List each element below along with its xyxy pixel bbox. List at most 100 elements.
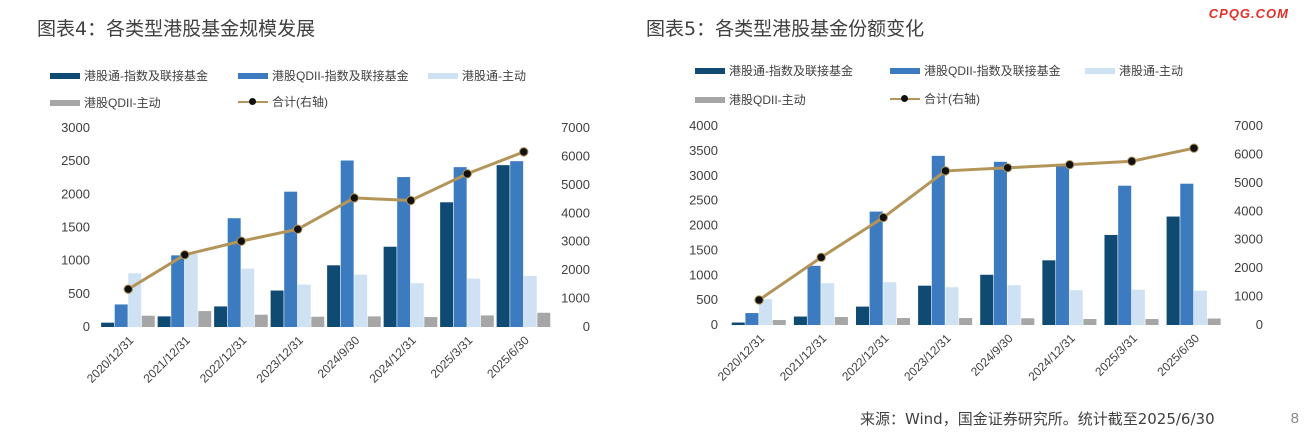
legend-swatch xyxy=(50,72,80,79)
legend-swatch xyxy=(238,72,268,79)
total-point xyxy=(462,169,472,179)
bar xyxy=(945,287,959,325)
total-point xyxy=(878,212,889,223)
y-tick-label: 1500 xyxy=(61,220,90,235)
chart4-plot: 0 500 1000 1500 2000 2500 3000 0 1000 2000 3000 400… xyxy=(61,120,590,386)
x-tick-label: 2023/12/31 xyxy=(254,333,307,386)
y2-tick-label: 4000 xyxy=(1234,203,1263,218)
y-tick-label: 2500 xyxy=(61,153,90,168)
bar xyxy=(1021,318,1035,325)
bar xyxy=(896,318,911,325)
x-tick-label: 2024/12/31 xyxy=(1025,331,1078,384)
bar xyxy=(141,315,155,327)
legend-line-swatch xyxy=(238,97,268,107)
chart5-legend: 港股通-指数及联接基金 港股QDII-指数及联接基金 港股通-主动 港股QDII… xyxy=(695,62,1255,107)
chart5-legend-item-active: 港股通-主动 xyxy=(1085,62,1183,79)
y-tick-label: 3000 xyxy=(61,120,90,135)
y2-tick-label: 5000 xyxy=(561,177,590,192)
legend-swatch xyxy=(1085,67,1115,74)
y2-tick-label: 0 xyxy=(1256,317,1263,332)
bar xyxy=(745,313,759,325)
total-point xyxy=(816,252,826,263)
bar xyxy=(297,284,311,327)
total-point xyxy=(754,295,764,305)
bar xyxy=(397,177,411,327)
total-point xyxy=(940,166,951,176)
y-tick-label: 500 xyxy=(696,292,718,307)
legend-label: 港股通-指数及联接基金 xyxy=(729,64,853,78)
x-tick-label: 2025/6/30 xyxy=(484,333,532,381)
y2-tick-label: 7000 xyxy=(1234,118,1263,133)
y-tick-label: 4000 xyxy=(689,118,718,133)
bar xyxy=(327,265,341,327)
y-tick-label: 1000 xyxy=(689,267,718,282)
bar xyxy=(254,314,268,327)
y-tick-label: 2000 xyxy=(689,218,718,233)
legend-label: 港股QDII-主动 xyxy=(729,93,806,107)
bar xyxy=(311,316,325,327)
bar xyxy=(171,255,185,327)
total-line xyxy=(127,150,525,291)
bar xyxy=(241,268,255,327)
bar xyxy=(1007,285,1021,325)
x-tick-label: 2021/12/31 xyxy=(777,331,830,384)
total-point xyxy=(1189,143,1199,153)
y-tick-label: 0 xyxy=(83,319,90,334)
x-tick-label: 2020/12/31 xyxy=(84,333,137,386)
bar xyxy=(496,165,510,327)
legend-label: 港股QDII-主动 xyxy=(84,96,161,110)
x-tick-label: 2022/12/31 xyxy=(197,333,250,386)
bar xyxy=(424,317,438,327)
bar xyxy=(383,246,397,327)
total-point xyxy=(1127,156,1137,166)
bar xyxy=(227,218,241,327)
bar xyxy=(214,306,228,327)
bar xyxy=(1166,216,1180,325)
y2-tick-label: 2000 xyxy=(561,262,590,277)
x-tick-label: 2024/9/30 xyxy=(315,333,363,381)
y-tick-label: 3000 xyxy=(689,168,718,183)
chart4-legend-item-qdii-active: 港股QDII-主动 xyxy=(50,94,161,111)
bar xyxy=(980,274,994,325)
legend-label: 合计(右轴) xyxy=(272,95,328,109)
bar xyxy=(834,317,848,325)
x-tick-label: 2020/12/31 xyxy=(715,331,768,384)
chart4-legend: 港股通-指数及联接基金 港股QDII-指数及联接基金 港股通-主动 港股QDII… xyxy=(50,67,610,110)
y2-tick-label: 6000 xyxy=(561,148,590,163)
legend-label: 合计(右轴) xyxy=(924,92,980,106)
bar xyxy=(114,304,128,327)
bar xyxy=(537,312,551,327)
bar xyxy=(918,285,932,325)
y2-tick-label: 1000 xyxy=(561,291,590,306)
bar xyxy=(184,254,198,327)
chart4-legend-item-index-linked: 港股通-指数及联接基金 xyxy=(50,67,208,84)
total-point xyxy=(236,236,246,246)
total-point xyxy=(1064,159,1075,170)
bar xyxy=(1069,290,1083,325)
bar xyxy=(467,278,481,327)
legend-swatch xyxy=(50,99,80,106)
bar xyxy=(101,322,115,327)
legend-swatch xyxy=(695,67,725,74)
bar xyxy=(157,316,171,327)
chart5-title: 图表5：各类型港股基金份额变化 xyxy=(646,18,925,40)
chart4-legend-item-qdii-index: 港股QDII-指数及联接基金 xyxy=(238,67,409,84)
x-tick-label: 2024/9/30 xyxy=(968,331,1016,379)
bar xyxy=(731,322,745,325)
bar xyxy=(869,211,883,325)
bar xyxy=(453,167,467,327)
total-point xyxy=(180,250,190,260)
y2-tick-label: 2000 xyxy=(1234,260,1263,275)
chart5-plot: 0 500 1000 1500 2000 2500 3000 3500 4000 0 1000 200… xyxy=(689,118,1263,384)
y-tick-label: 1500 xyxy=(689,242,718,257)
bar xyxy=(367,316,381,327)
legend-swatch xyxy=(890,67,920,74)
bar xyxy=(1083,319,1097,325)
bar xyxy=(1118,185,1132,325)
chart4-title: 图表4：各类型港股基金规模发展 xyxy=(37,18,316,40)
total-point xyxy=(349,193,359,203)
y2-tick-label: 0 xyxy=(583,319,590,334)
bar xyxy=(1104,234,1118,325)
bar xyxy=(284,191,298,327)
bar xyxy=(354,274,368,327)
